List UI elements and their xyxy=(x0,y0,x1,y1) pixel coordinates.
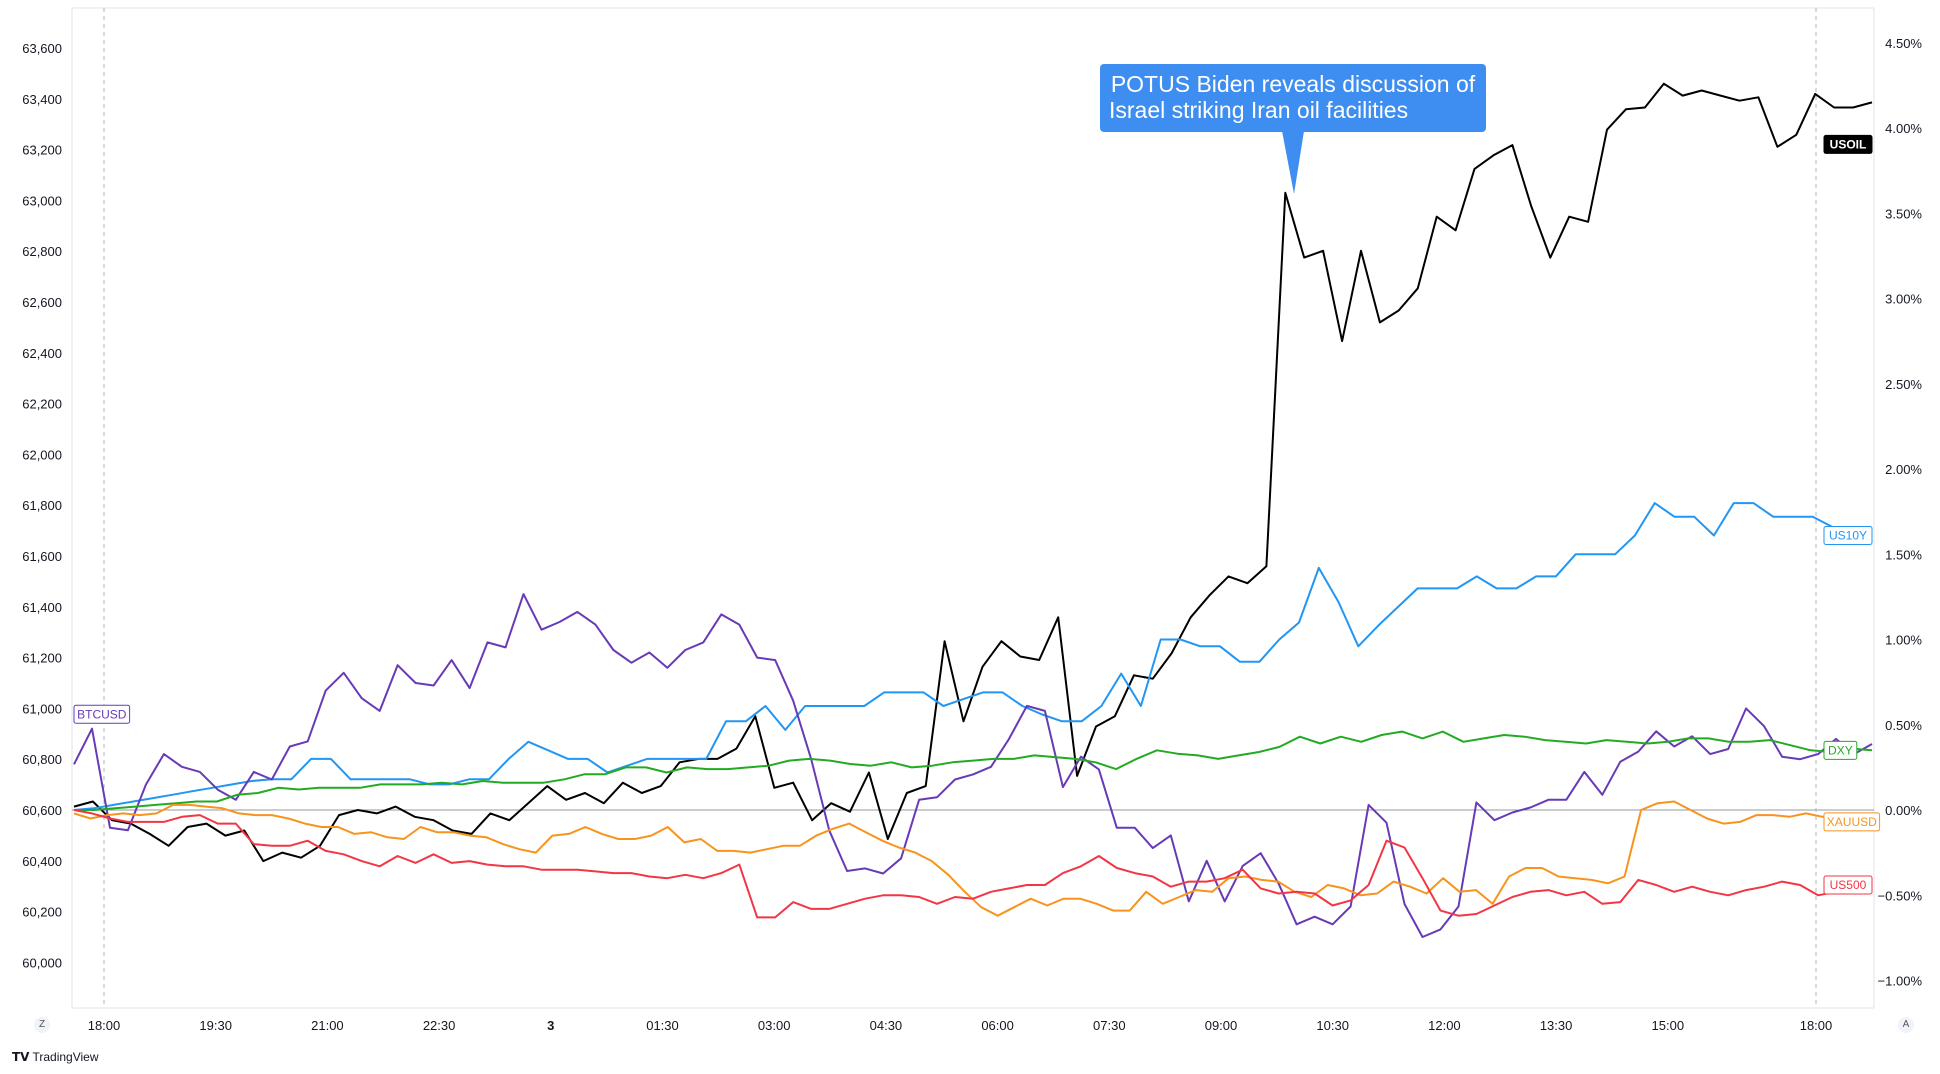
series-line-us500 xyxy=(73,809,1873,919)
left-axis-tick: 60,800 xyxy=(22,752,62,767)
x-axis-tick: 09:00 xyxy=(1205,1018,1238,1033)
x-axis-tick: 22:30 xyxy=(423,1018,456,1033)
left-axis-tick: 60,600 xyxy=(22,803,62,818)
plot-frame xyxy=(71,7,1875,1009)
series-line-dxy xyxy=(74,730,1873,811)
series-tag-layer: USOIL US10Y BTCUSD DXY XAUUSD US500 xyxy=(73,134,1881,895)
x-axis-tick: 18:00 xyxy=(1800,1018,1833,1033)
series-tag-usoil: USOIL xyxy=(1830,137,1867,151)
footer-brand: TradingView xyxy=(32,1050,99,1064)
axis-scale-left-button[interactable]: Z xyxy=(34,1017,50,1033)
x-axis-tick: 13:30 xyxy=(1540,1018,1573,1033)
callout-box xyxy=(1100,64,1486,132)
left-axis-tick: 62,400 xyxy=(22,346,62,361)
callout-line-1: POTUS Biden reveals discussion of xyxy=(1111,71,1476,97)
x-axis-tick: 12:00 xyxy=(1428,1018,1461,1033)
series-tag-us500: US500 xyxy=(1830,878,1867,892)
right-axis-tick: 3.50% xyxy=(1885,206,1922,221)
news-callout: POTUS Biden reveals discussion ofIsrael … xyxy=(1100,64,1486,194)
right-axis-tick: 4.50% xyxy=(1885,36,1922,51)
series-tag-box-dxy xyxy=(1823,740,1858,760)
left-axis-tick: 61,000 xyxy=(22,701,62,716)
left-axis-tick: 63,200 xyxy=(22,143,62,158)
left-axis-tick: 62,600 xyxy=(22,295,62,310)
axis-layer: 63,600 63,400 63,200 63,000 62,800 62,600 62,4… xyxy=(22,36,1922,1033)
axis-scale-right-button[interactable]: A xyxy=(1898,1017,1914,1033)
right-axis-tick: 2.50% xyxy=(1885,377,1922,392)
left-axis-tick: 62,200 xyxy=(22,397,62,412)
series-tag-box-usoil xyxy=(1823,134,1873,154)
right-axis-tick: 1.00% xyxy=(1885,633,1922,648)
series-line-usoil xyxy=(73,82,1873,863)
series-tag-box-xauusd xyxy=(1823,812,1881,832)
series-line-btcusd xyxy=(73,593,1873,938)
series-layer xyxy=(73,82,1873,938)
series-tag-box-us500 xyxy=(1823,875,1873,895)
right-axis-tick: 1.50% xyxy=(1885,547,1922,562)
x-axis-tick: 07:30 xyxy=(1093,1018,1126,1033)
callout-pointer xyxy=(1282,131,1304,194)
left-axis-tick: 61,400 xyxy=(22,600,62,615)
left-axis-tick: 61,800 xyxy=(22,498,62,513)
left-axis-tick: 63,400 xyxy=(22,92,62,107)
tradingview-logo-icon: 𝗧𝗩 xyxy=(12,1050,30,1064)
x-axis-tick: 15:00 xyxy=(1652,1018,1685,1033)
series-tag-box-btcusd xyxy=(73,704,131,724)
right-axis-tick: 3.00% xyxy=(1885,292,1922,307)
left-axis-tick: 62,000 xyxy=(22,447,62,462)
left-axis-tick: 60,200 xyxy=(22,905,62,920)
x-axis-tick: 18:00 xyxy=(88,1018,121,1033)
series-tag-box-us10y xyxy=(1823,525,1873,545)
left-axis-tick: 63,600 xyxy=(22,41,62,56)
right-axis-tick: 2.00% xyxy=(1885,462,1922,477)
series-line-us10y xyxy=(73,502,1873,811)
right-axis-tick: 0.00% xyxy=(1885,803,1922,818)
series-tag-us10y: US10Y xyxy=(1829,528,1867,542)
right-axis-tick: 0.50% xyxy=(1885,718,1922,733)
series-tag-btcusd: BTCUSD xyxy=(77,707,127,721)
x-axis-tick: 21:00 xyxy=(311,1018,344,1033)
left-axis-tick: 61,600 xyxy=(22,549,62,564)
right-axis-tick: −1.00% xyxy=(1878,974,1923,989)
right-axis-tick: −0.50% xyxy=(1878,888,1923,903)
series-tag-xauusd: XAUUSD xyxy=(1827,815,1877,829)
left-axis-tick: 60,000 xyxy=(22,955,62,970)
x-axis-tick: 10:30 xyxy=(1316,1018,1349,1033)
x-axis-tick: 03:00 xyxy=(758,1018,791,1033)
left-axis-tick: 61,200 xyxy=(22,651,62,666)
x-axis-tick: 01:30 xyxy=(646,1018,679,1033)
x-axis-tick: 19:30 xyxy=(199,1018,232,1033)
x-axis-tick: 3 xyxy=(547,1018,554,1033)
footer: 𝗧𝗩 TradingView xyxy=(12,1050,99,1064)
x-axis-tick: 06:00 xyxy=(981,1018,1014,1033)
left-axis-tick: 63,000 xyxy=(22,193,62,208)
left-axis-tick: 60,400 xyxy=(22,854,62,869)
grid-layer xyxy=(71,7,1875,1009)
right-axis-tick: 4.00% xyxy=(1885,121,1922,136)
callout-line-2: Israel striking Iran oil facilities xyxy=(1109,97,1408,123)
left-axis-tick: 62,800 xyxy=(22,244,62,259)
series-tag-dxy: DXY xyxy=(1828,743,1853,757)
x-axis-tick: 04:30 xyxy=(870,1018,903,1033)
